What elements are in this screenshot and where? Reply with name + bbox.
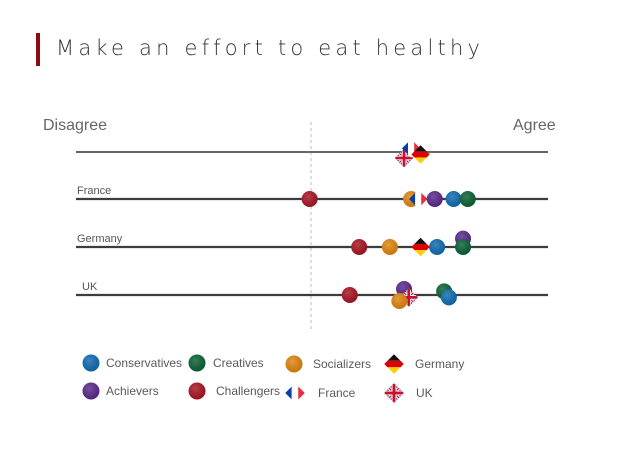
legend-item-conservatives[interactable]: Conservatives — [82, 354, 183, 372]
legend-marker-creatives — [188, 354, 206, 372]
row-france: France — [76, 185, 548, 209]
point-socializers — [381, 239, 398, 255]
row-label: France — [77, 185, 111, 197]
row-label: Germany — [77, 233, 123, 245]
legend-label: Creatives — [213, 356, 264, 370]
point-creatives — [459, 191, 476, 207]
legend-item-socializers[interactable]: Socializers — [285, 355, 372, 373]
legend-item-challengers[interactable]: Challengers — [188, 382, 281, 400]
row-germany: Germany — [76, 230, 548, 257]
point-socializers — [391, 293, 408, 309]
legend-label: Socializers — [313, 357, 371, 371]
legend-marker-socializers — [285, 355, 303, 373]
point-germany — [411, 237, 430, 257]
point-france — [401, 139, 421, 158]
legend-item-creatives[interactable]: Creatives — [188, 354, 264, 372]
point-conservatives — [445, 191, 462, 207]
chart-title: Make an effort to eat healthy — [56, 36, 485, 60]
point-conservatives — [429, 239, 446, 255]
title-accent-bar — [36, 33, 40, 66]
row-uk: UK — [76, 281, 548, 309]
point-creatives — [455, 239, 472, 255]
legend-item-germany[interactable]: Germany — [384, 354, 464, 374]
legend-label: Achievers — [106, 384, 159, 398]
point-challengers — [341, 287, 358, 303]
legend-marker-france — [285, 383, 305, 403]
legend-marker-conservatives — [82, 354, 100, 372]
point-germany — [411, 145, 430, 164]
legend-label: Germany — [415, 357, 464, 371]
legend-item-achievers[interactable]: Achievers — [82, 382, 159, 400]
agree-label: Agree — [513, 117, 556, 134]
legend-marker-achievers — [82, 382, 100, 400]
point-conservatives — [440, 289, 457, 306]
row-label: UK — [82, 281, 98, 293]
legend-marker-uk — [384, 383, 404, 403]
point-challengers — [301, 191, 318, 207]
legend-label: France — [318, 386, 356, 400]
legend-marker-challengers — [188, 382, 206, 400]
legend-marker-germany — [384, 354, 404, 374]
legend-label: Challengers — [216, 384, 280, 398]
legend-label: UK — [416, 386, 433, 400]
legend-label: Conservatives — [106, 356, 182, 370]
point-achievers — [426, 191, 443, 207]
legend-item-france[interactable]: France — [285, 383, 356, 403]
point-france — [409, 189, 428, 209]
legend-item-uk[interactable]: UK — [384, 383, 433, 403]
row-overall — [76, 139, 548, 168]
disagree-label: Disagree — [43, 117, 107, 134]
point-challengers — [351, 239, 368, 255]
